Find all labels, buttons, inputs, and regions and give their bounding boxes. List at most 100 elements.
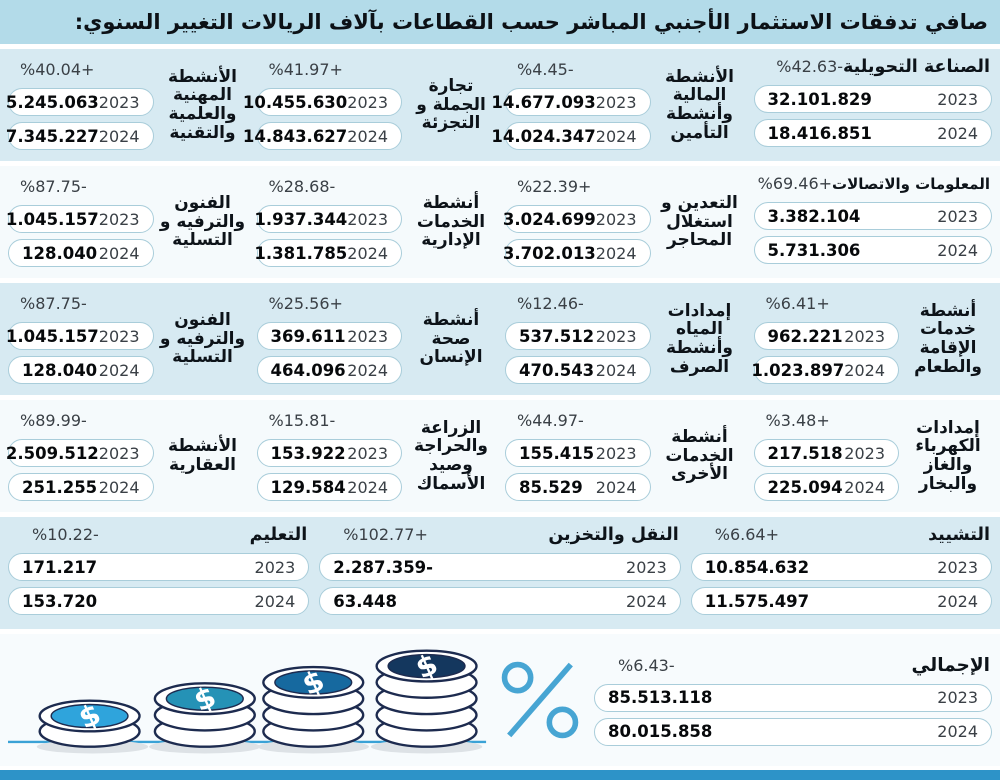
value-2024: 153.720 <box>22 591 98 611</box>
sector-change: %44.97- <box>517 411 584 430</box>
value-2023: 153.922 <box>270 443 346 463</box>
value-2024: 18.416.851 <box>767 123 872 143</box>
value-pill-2023: 2023 369.611 <box>256 322 402 350</box>
row-band-5: التشييد %6.64+ 2023 10.854.632 2024 11.575… <box>0 517 1000 629</box>
value-2023: 1.045.157 <box>5 326 99 346</box>
value-pill-2023: 2023 14.677.093 <box>491 88 651 116</box>
sector-card-information-communication: المعلومات والاتصالات %69.46+ 2023 3.382.1… <box>753 173 992 271</box>
sector-change: %22.39+ <box>517 177 592 196</box>
year-label: 2024 <box>98 477 140 497</box>
value-2023: 962.221 <box>767 326 843 346</box>
sector-card-other-services: أنشطة الخدمات الأخرى %44.97- 2023 155.415… <box>505 407 744 505</box>
year-label: 2024 <box>347 360 388 380</box>
year-label: 2024 <box>347 126 388 146</box>
sector-change: %42.63- <box>776 57 844 76</box>
sector-card-water-sewerage: إمدادات المياه وأنشطة الصرف %12.46- 2023… <box>505 290 744 388</box>
year-label: 2023 <box>937 206 978 226</box>
value-pill-2024: 2024 5.731.306 <box>753 236 992 264</box>
year-label: 2023 <box>98 209 140 229</box>
value-2023: 1.045.157 <box>5 209 99 229</box>
year-label: 2024 <box>98 126 140 146</box>
sector-name: الأنشطة العقارية <box>167 436 238 475</box>
year-label: 2023 <box>844 326 885 346</box>
sector-change: %4.45- <box>517 60 574 79</box>
percent-icon <box>494 656 586 744</box>
value-pill-2024: 2024 464.096 <box>256 356 402 384</box>
sector-name: الأنشطة المهنية والعلمية والتقنية <box>167 66 238 143</box>
year-label: 2024 <box>254 591 296 611</box>
value-pill-2023: 2023 3.382.104 <box>753 202 992 230</box>
coin-stack-3: $ <box>262 663 365 748</box>
sector-change: %6.64+ <box>714 525 779 544</box>
title-band: صافي تدفقات الاستثمار الأجنبي المباشر حس… <box>0 0 1000 44</box>
year-label: 2023 <box>98 92 140 112</box>
year-label: 2024 <box>347 243 388 263</box>
sector-card-administrative-services: أنشطة الخدمات الإدارية %28.68- 2023 1.937… <box>254 173 496 271</box>
year-label: 2024 <box>595 243 637 263</box>
value-2024: 128.040 <box>22 360 98 380</box>
year-label: 2024 <box>937 722 978 741</box>
year-label: 2023 <box>595 92 637 112</box>
value-2024: 14.024.347 <box>491 126 596 146</box>
sector-name: تجارة الجملة و التجزئة <box>416 75 486 134</box>
total-card: الإجمالي %6.43- 2023 85.513.118 2024 80.01… <box>594 655 992 746</box>
sector-name: الفنون والترفيه و التسلية <box>159 309 246 368</box>
coin-stacks-illustration: $ $ $ <box>8 636 488 764</box>
coin-stack-2: $ <box>153 679 256 748</box>
value-pill-2024: 2024 128.040 <box>8 356 154 384</box>
sector-card-agriculture-forestry-fishing: الزراعة والحراجة وصيد الأسماك %15.81- 20… <box>256 407 496 505</box>
sector-name: أنشطة صحة الإنسان <box>419 309 483 368</box>
value-2023: 155.415 <box>519 443 595 463</box>
year-label: 2024 <box>595 126 637 146</box>
value-pill-2023: 2023 10.854.632 <box>690 553 992 581</box>
value-pill-2023: 2023 32.101.829 <box>753 85 992 113</box>
sector-name: التشييد <box>928 525 990 545</box>
value-2023: 10.854.632 <box>704 557 810 577</box>
value-pill-2024: 2024 129.584 <box>256 473 402 501</box>
value-pill-2024: 2024 63.448 <box>319 587 681 615</box>
sector-card-manufacturing: الصناعة التحويلية %42.63- 2023 32.101.829… <box>753 56 992 154</box>
year-label: 2024 <box>937 240 978 260</box>
value-pill-2023: 2023 3.024.699 <box>503 205 651 233</box>
value-pill-2023: 2023 537.512 <box>505 322 651 350</box>
value-2024: 80.015.858 <box>608 722 713 741</box>
value-pill-2023: 2023 1.045.157 <box>5 322 154 350</box>
value-2024: 464.096 <box>270 360 346 380</box>
value-pill-2024: 2024 128.040 <box>8 239 154 267</box>
value-2024: 128.040 <box>22 243 98 263</box>
value-pill-2023: 2023 10.455.630 <box>243 88 402 116</box>
bottom-accent-bar <box>0 770 1000 780</box>
sector-name: الزراعة والحراجة وصيد الأسماك <box>414 417 488 494</box>
sector-change: %15.81- <box>268 411 336 430</box>
sector-name: التعليم <box>249 525 308 545</box>
sector-card-finance-insurance: الأنشطة المالية وأنشطة التأمين %4.45- 20… <box>491 56 744 154</box>
sector-card-transport-storage: النقل والتخزين %102.77+ 2023 2.287.359- 2… <box>319 524 681 622</box>
year-label: 2023 <box>626 557 667 577</box>
value-pill-2024: 2024 251.255 <box>8 473 154 501</box>
value-2024: 225.094 <box>767 477 843 497</box>
sector-name: الصناعة التحويلية <box>843 57 990 77</box>
value-2024: 1.023.897 <box>751 360 845 380</box>
row-band-4: إمدادات الكهرباء والغاز والبخار %3.48+ 2… <box>0 400 1000 512</box>
value-2023: 85.513.118 <box>608 688 713 707</box>
sector-change: %10.22- <box>32 525 99 544</box>
year-label: 2023 <box>937 557 978 577</box>
year-label: 2024 <box>98 243 140 263</box>
value-2024: 3.702.013 <box>502 243 596 263</box>
year-label: 2023 <box>98 443 140 463</box>
sector-change: %87.75- <box>20 177 87 196</box>
sector-card-electricity-gas-steam: إمدادات الكهرباء والغاز والبخار %3.48+ 2… <box>753 407 993 505</box>
value-pill-2024: 2024 1.023.897 <box>751 356 899 384</box>
value-2024: 7.345.227 <box>5 126 99 146</box>
row-band-3: أنشطة خدمات الإقامة والطعام %6.41+ 2023 9… <box>0 283 1000 395</box>
value-2023: 1.937.344 <box>254 209 348 229</box>
year-label: 2023 <box>595 209 637 229</box>
row-band-2: المعلومات والاتصالات %69.46+ 2023 3.382.1… <box>0 166 1000 278</box>
year-label: 2023 <box>347 92 388 112</box>
sector-change: %102.77+ <box>343 525 428 544</box>
sector-change: %12.46- <box>517 294 584 313</box>
sector-change: %28.68- <box>268 177 336 196</box>
value-2024: 14.843.627 <box>242 126 348 146</box>
value-pill-2023: 2023 2.287.359- <box>319 553 681 581</box>
year-label: 2023 <box>347 209 388 229</box>
